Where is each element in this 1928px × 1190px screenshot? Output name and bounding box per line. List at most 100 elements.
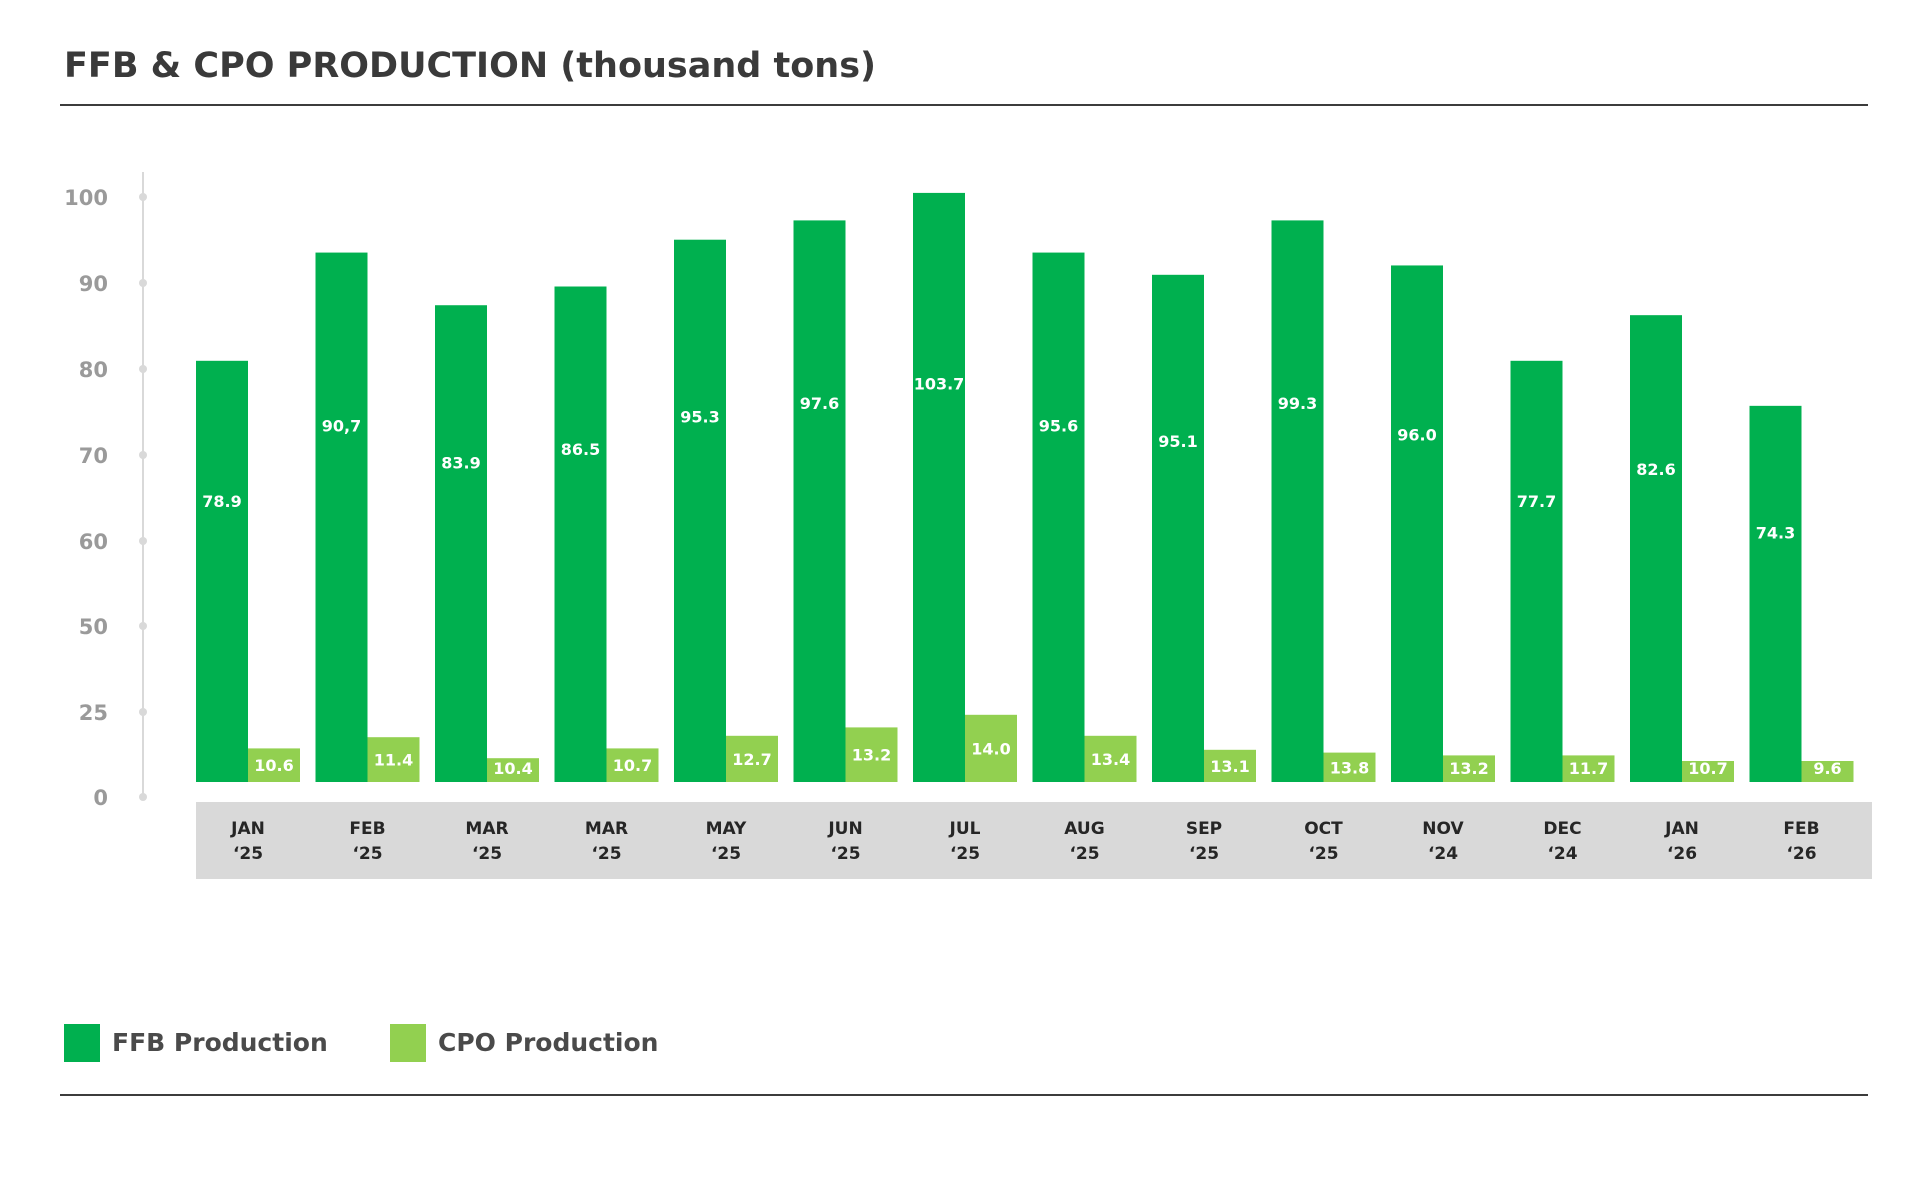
- bar-cpo: [845, 727, 898, 782]
- x-tick-label-month: DEC: [1543, 819, 1581, 839]
- x-tick-label-year: ‘24: [1547, 844, 1577, 864]
- x-tick-label-year: ‘24: [1428, 844, 1458, 864]
- bar-cpo: [1323, 752, 1376, 782]
- bar-label-cpo: 10.7: [613, 756, 652, 775]
- x-tick-label-month: MAY: [706, 819, 747, 839]
- legend-label-cpo: CPO Production: [438, 1028, 659, 1057]
- x-tick-label-year: ‘25: [591, 844, 621, 864]
- bar-cpo: [965, 714, 1017, 782]
- bar-ffb: [1510, 360, 1563, 782]
- x-tick-label-month: MAR: [465, 819, 508, 839]
- bar-chart: 0 25 50 60 70 80 90 100 78.9 10.6 90,7 11.4 83.9 10.…: [64, 172, 1872, 879]
- bar-label-ffb: 96.0: [1397, 425, 1436, 444]
- x-axis: JAN ‘25 FEB ‘25 MAR ‘25 MAR ‘25 MAY ‘25 JUN ‘25 JUL ‘…: [196, 802, 1872, 879]
- x-tick-label-year: ‘25: [1189, 844, 1219, 864]
- category-band: [196, 802, 1872, 879]
- bar-label-cpo: 14.0: [971, 739, 1010, 758]
- x-tick-label-month: SEP: [1186, 819, 1222, 839]
- bar-label-cpo: 13.4: [1091, 750, 1130, 769]
- bar-label-cpo: 13.8: [1330, 758, 1369, 777]
- bar-cpo: [487, 758, 539, 782]
- bar-label-ffb: 99.3: [1278, 394, 1317, 413]
- x-tick-label-month: JUN: [827, 819, 862, 839]
- y-tick-dot: [139, 279, 147, 287]
- bar-cpo: [1443, 755, 1495, 782]
- bar-ffb: [1391, 265, 1443, 782]
- bar-ffb: [554, 286, 607, 782]
- y-tick-dot: [139, 193, 147, 201]
- x-tick-label-month: FEB: [349, 819, 385, 839]
- bar-label-ffb: 74.3: [1756, 524, 1795, 543]
- x-tick-label-month: JAN: [1664, 819, 1699, 839]
- bars: 78.9 10.6 90,7 11.4 83.9 10.4 86.5 10.7 95.3 12.7…: [196, 192, 1854, 782]
- bar-label-cpo: 13.2: [852, 746, 891, 765]
- bar-ffb: [793, 220, 846, 782]
- chart-title: FFB & CPO PRODUCTION (thousand tons): [64, 46, 877, 86]
- bar-ffb: [435, 305, 487, 782]
- bar-label-ffb: 95.6: [1039, 416, 1078, 435]
- bar-label-ffb: 103.7: [914, 375, 965, 394]
- bar-label-cpo: 13.1: [1210, 757, 1249, 776]
- bar-ffb: [196, 360, 248, 782]
- bar-ffb: [315, 252, 368, 782]
- legend-swatch-cpo: [390, 1024, 426, 1062]
- bar-label-cpo: 13.2: [1449, 759, 1488, 778]
- bar-label-cpo: 11.7: [1569, 759, 1608, 778]
- bar-label-ffb: 95.1: [1158, 432, 1197, 451]
- title-divider: [60, 104, 1868, 106]
- y-axis: 0 25 50 60 70 80 90 100: [64, 172, 147, 810]
- y-tick-label: 60: [79, 530, 108, 554]
- bar-label-cpo: 10.4: [493, 759, 532, 778]
- x-tick-label-year: ‘25: [830, 844, 860, 864]
- bar-label-ffb: 82.6: [1636, 460, 1675, 479]
- y-tick-dot: [139, 365, 147, 373]
- bar-cpo: [367, 737, 420, 782]
- x-tick-label-month: NOV: [1422, 819, 1464, 839]
- y-tick-dot: [139, 537, 147, 545]
- x-tick-label-month: JUL: [949, 819, 981, 839]
- bar-cpo: [726, 735, 778, 782]
- bar-label-cpo: 10.6: [254, 756, 293, 775]
- x-tick-label-month: MAR: [585, 819, 628, 839]
- bar-ffb: [913, 192, 965, 782]
- bar-label-cpo: 11.4: [374, 751, 413, 770]
- bar-cpo: [1562, 755, 1615, 782]
- bar-cpo: [1084, 735, 1137, 782]
- bar-cpo: [1682, 761, 1734, 782]
- bar-ffb: [1749, 405, 1802, 782]
- footer-divider: [60, 1094, 1868, 1096]
- legend-swatch-ffb: [64, 1024, 100, 1062]
- y-tick-dot: [139, 622, 147, 630]
- y-tick-dot: [139, 451, 147, 459]
- bar-ffb: [674, 239, 726, 782]
- bar-ffb: [1032, 252, 1085, 782]
- bar-label-ffb: 97.6: [800, 394, 839, 413]
- x-tick-label-month: AUG: [1064, 819, 1104, 839]
- y-tick-label: 25: [79, 701, 108, 725]
- bar-label-ffb: 90,7: [322, 416, 361, 435]
- y-tick-dot: [139, 708, 147, 716]
- bar-label-ffb: 77.7: [1517, 492, 1556, 511]
- x-tick-label-year: ‘25: [711, 844, 741, 864]
- bar-ffb: [1152, 274, 1204, 782]
- y-tick-label: 100: [64, 186, 108, 210]
- bar-label-ffb: 95.3: [680, 407, 719, 426]
- x-tick-label-year: ‘25: [950, 844, 980, 864]
- x-tick-label-year: ‘26: [1667, 844, 1697, 864]
- x-tick-label-year: ‘25: [1069, 844, 1099, 864]
- bar-cpo: [1801, 761, 1854, 782]
- x-tick-label-year: ‘26: [1786, 844, 1816, 864]
- bar-ffb: [1271, 220, 1324, 782]
- bar-cpo: [606, 748, 659, 782]
- x-tick-label-month: OCT: [1304, 819, 1343, 839]
- y-tick-label: 90: [79, 272, 108, 296]
- bar-label-cpo: 12.7: [732, 750, 771, 769]
- x-tick-label-year: ‘25: [1308, 844, 1338, 864]
- bar-ffb: [1630, 315, 1682, 782]
- bar-label-ffb: 86.5: [561, 440, 600, 459]
- x-tick-label-year: ‘25: [233, 844, 263, 864]
- bar-cpo: [248, 748, 300, 782]
- x-tick-label-month: FEB: [1783, 819, 1819, 839]
- bar-label-ffb: 83.9: [441, 453, 480, 472]
- bar-label-cpo: 9.6: [1813, 759, 1841, 778]
